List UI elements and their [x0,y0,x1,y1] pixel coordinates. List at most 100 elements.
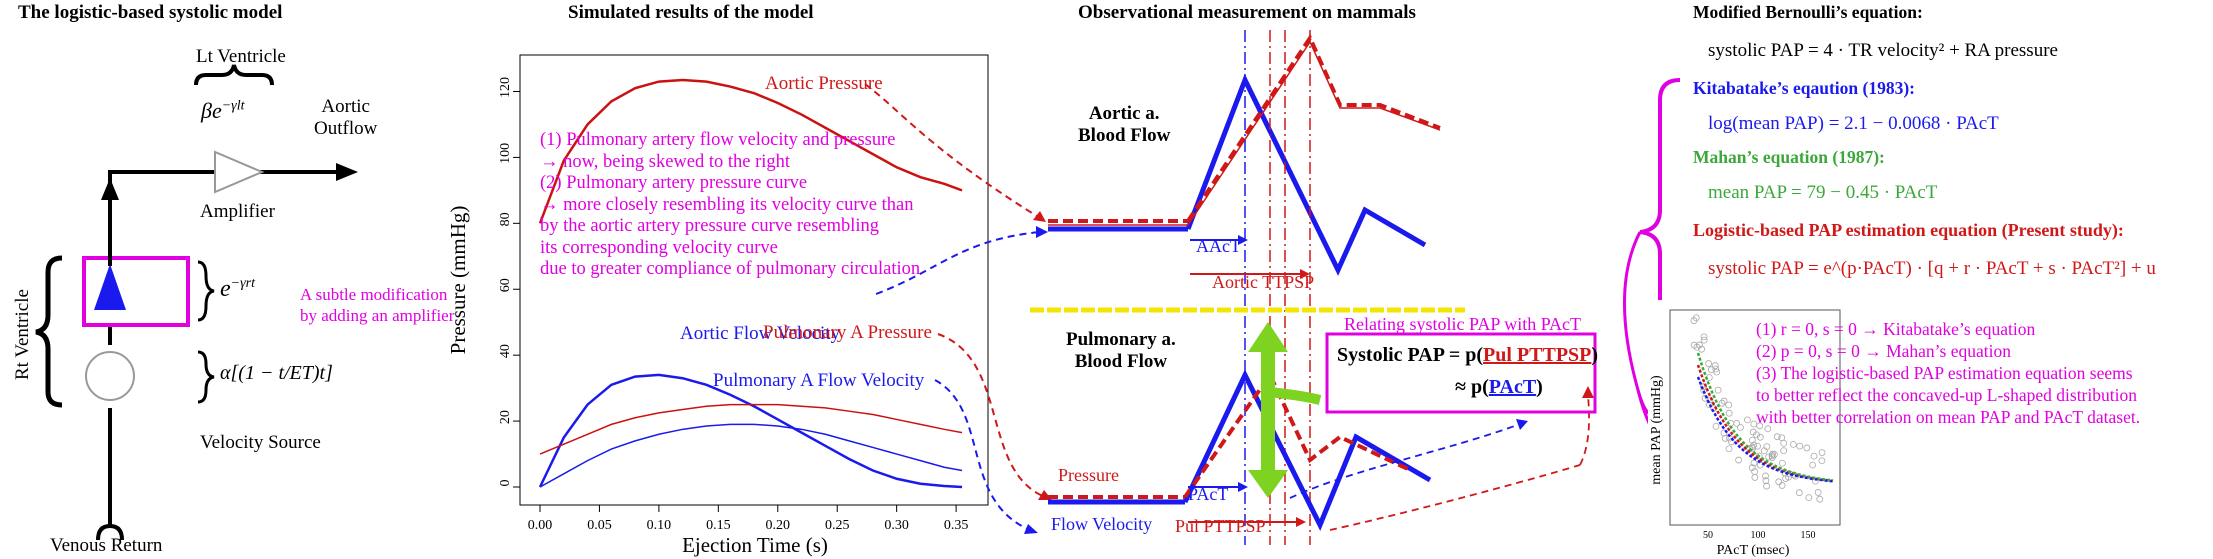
systolic-pap-box [1325,332,1597,414]
scatter-point [1712,422,1720,430]
scatter-fit-curve [1696,352,1834,482]
y-tick-label: 120 [498,77,513,98]
scatter-point [1735,456,1743,464]
logistic-title: Logistic-based PAP estimation equation (… [1693,220,2124,240]
model-diagram [35,64,358,541]
scatter-point [1751,474,1759,481]
y-tick-label: 40 [498,344,513,358]
amplifier-triangle [214,150,265,194]
venous-return-label: Venous Return [50,535,163,556]
scatter-x-tick-0: 50 [1703,530,1713,541]
connector-aortic-flow [875,231,1041,295]
scatter-point [1720,397,1728,405]
scatter-point [1810,452,1818,460]
model-panel-title: The logistic-based systolic model [18,2,283,23]
scatter-fit-curve [1696,376,1834,483]
scatter-point [1706,396,1714,404]
pressure-label: Pressure [1058,465,1119,485]
scatter-point [1701,394,1709,402]
e-gamma-expression: e−γrt [220,276,255,302]
aortic-ttpsp-label: Aortic TTPSP [1212,272,1315,292]
y-tick-label: 60 [498,278,513,292]
kitabatake-title: Kitabatake’s eqaution (1983): [1693,78,1915,98]
scatter-x-tick-2: 150 [1801,530,1816,541]
scatter-point [1711,362,1719,369]
pulmonary-flow-velocity-label: Pulmonary A Flow Velocity [713,370,925,391]
y-tick-label: 100 [498,143,513,164]
scatter-point [1721,434,1729,442]
y-tick-label: 20 [498,410,513,424]
logistic-equation: systolic PAP = e^(p·PAcT) · [q + r · PAc… [1708,258,2156,279]
x-tick-label: 0.10 [647,518,672,533]
scatter-point [1700,333,1708,341]
scatter-notes: (1) r = 0, s = 0 → Kitabatake’s equation… [1756,319,2141,427]
amplifier-label: Amplifier [200,201,275,222]
flow-velocity-label: Flow Velocity [1051,514,1153,534]
scatter-point [1756,433,1764,441]
scatter-point [1692,314,1700,322]
scatter-point [1748,464,1756,472]
scatter-fit-curve [1696,364,1834,483]
x-tick-label: 0.00 [528,518,553,533]
scatter-point [1803,444,1811,452]
scatter-point [1753,431,1760,439]
lt-ventricle-label: Lt Ventricle [196,46,286,67]
scatter-point [1698,345,1706,353]
scatter-point [1756,422,1764,430]
bernoulli-title: Modified Bernoulli’s equation: [1693,2,1923,22]
x-tick-label: 0.30 [884,518,909,533]
y-tick-label: 0 [498,480,513,487]
simulated-panel-title: Simulated results of the model [568,2,814,23]
scatter-point [1762,472,1769,480]
scatter-x-tick-1: 100 [1751,530,1766,541]
scatter-point [1720,429,1728,437]
aortic-blood-flow-label: Aortic a. Blood Flow [1078,103,1171,146]
scatter-point [1748,436,1756,444]
scatter-point [1744,416,1751,424]
scatter-point [1789,440,1797,448]
connector-pulm-flow [934,379,1031,531]
aortic-outflow-label: Aortic Outflow [314,96,378,139]
scatter-point [1762,477,1770,485]
scatter-point [1737,423,1744,431]
simulation-notes: (1) Pulmonary artery flow velocity and p… [540,130,921,279]
scatter-point [1809,461,1817,469]
scatter-point [1707,366,1715,374]
simulated-chart: 0.00 0.05 0.10 0.15 0.20 0.25 0.30 0.35 0 20 40 60 8… [446,54,989,557]
series-line-pulmonary-a-flow-velocity [539,423,963,488]
mahan-title: Mahan’s equation (1987): [1693,147,1885,167]
scatter-point [1750,441,1758,449]
scatter-point [1693,343,1701,351]
scatter-point [1816,495,1824,503]
x-tick-label: 0.15 [706,518,731,533]
scatter-point [1725,445,1733,453]
velocity-source-label: Velocity Source [200,432,321,453]
scatter-point [1775,478,1783,486]
scatter-point [1714,386,1722,394]
connector-aortic-pressure [864,83,1041,219]
x-tick-label: 0.25 [825,518,850,533]
scatter-y-label: mean PAP (mmHg) [1649,375,1664,485]
scatter-point [1718,399,1726,407]
scatter-point [1749,444,1757,452]
alpha-expression: α[(1 − t/ET)t] [220,362,333,384]
series-line-aortic-flow-velocity [538,373,963,489]
aortic-flow-velocity-label: Aortic Flow Velocity [680,323,841,344]
kitabatake-equation: log(mean PAP) = 2.1 − 0.0068 · PAcT [1708,113,1999,134]
scatter-point [1805,494,1813,502]
scatter-plot: PAcT (msec) mean PAP (mmHg) 50 100 150 [1648,300,1848,559]
mahan-equation: mean PAP = 79 − 0.45 · PAcT [1708,182,1938,203]
scatter-x-label: PAcT (msec) [1717,543,1790,558]
x-tick-label: 0.20 [766,518,791,533]
subtle-modification-box [82,256,190,327]
series-line-aortic-pressure [538,78,963,224]
scatter-point [1712,365,1720,373]
pul-pttpsp-label: Pul PTTPSP [1175,516,1266,536]
scatter-point [1750,420,1758,428]
subtle-modification-note: A subtle modification by adding an amplif… [300,285,455,325]
pulmonary-pressure-label: Pulmonary A Pressure [763,322,932,343]
y-axis-label: Pressure (mmHg) [446,206,470,355]
scatter-point [1765,453,1773,461]
scatter-point [1750,459,1758,467]
